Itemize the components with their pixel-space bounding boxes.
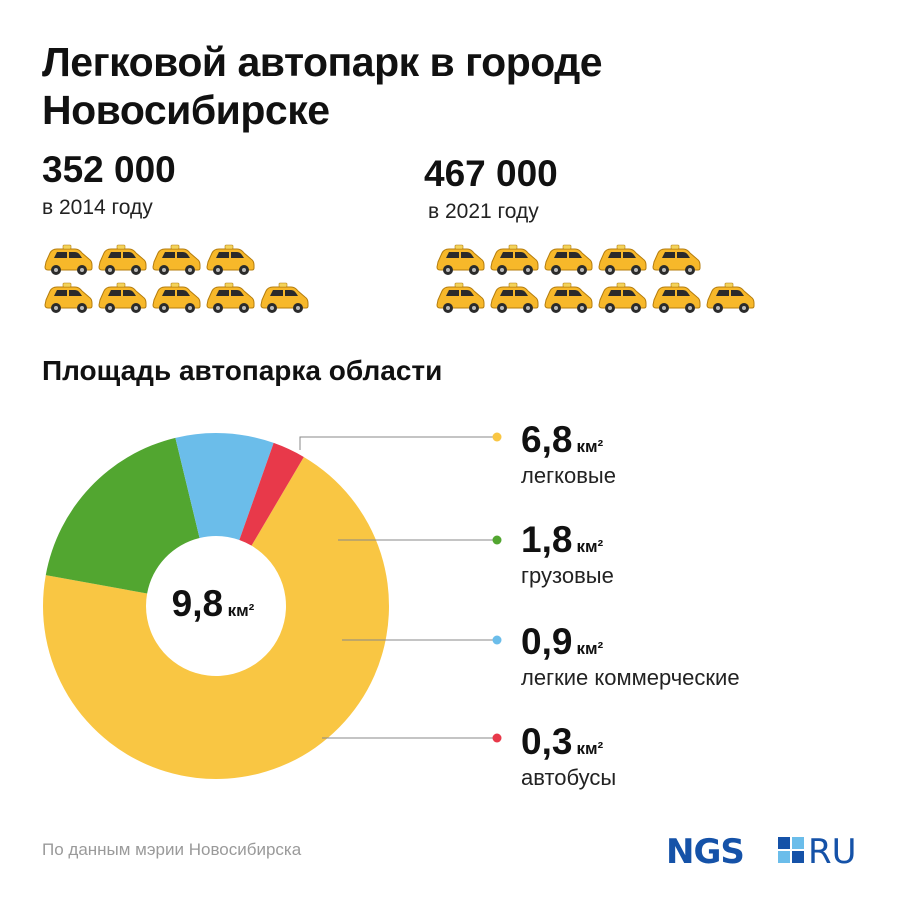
car-icon: [542, 240, 594, 276]
legend-value: 1,8: [521, 519, 573, 560]
car-icon: [42, 278, 94, 314]
car-icon: [96, 240, 148, 276]
car-icon: [204, 240, 256, 276]
cars-2021: [434, 240, 755, 320]
donut-center-unit: км²: [227, 601, 255, 620]
legend-unit: км²: [576, 437, 604, 456]
legend-item: 0,3 км² автобусы: [521, 722, 881, 792]
car-icon: [650, 240, 702, 276]
stat-2021-value: 467 000: [424, 153, 558, 194]
stat-2021-caption: в 2021 году: [428, 200, 539, 223]
car-icon: [650, 278, 702, 314]
legend-connector: [299, 436, 497, 450]
donut-chart: [43, 432, 502, 780]
car-icon: [596, 278, 648, 314]
ngs-logo: NGS RU: [666, 832, 866, 872]
legend-label: легкие коммерческие: [521, 665, 740, 690]
donut-center-value: 9,8: [171, 583, 224, 624]
legend-value: 0,9: [521, 621, 573, 662]
car-icon: [204, 278, 256, 314]
legend-dot: [492, 635, 502, 645]
legend-value: 6,8: [521, 419, 573, 460]
donut-center-label: 9,8 км²: [148, 583, 278, 625]
car-icon: [434, 240, 486, 276]
car-icon: [488, 278, 540, 314]
car-icon: [488, 240, 540, 276]
donut-slice: [239, 442, 304, 546]
legend-item: 0,9 км² легкие коммерческие: [521, 622, 881, 692]
logo-ngs-text: NGS: [666, 832, 745, 872]
stat-2014-caption: в 2014 году: [42, 196, 153, 219]
car-icon: [258, 278, 310, 314]
donut-slice: [45, 437, 200, 594]
legend-label: легковые: [521, 463, 616, 488]
legend-item: 1,8 км² грузовые: [521, 520, 881, 590]
page-title: Легковой автопарк в городе Новосибирске: [42, 39, 603, 133]
legend-unit: км²: [576, 739, 604, 758]
legend-dot: [492, 535, 502, 545]
car-icon: [150, 278, 202, 314]
car-icon: [96, 278, 148, 314]
legend-label: автобусы: [521, 765, 617, 790]
car-icon: [434, 278, 486, 314]
donut-slice: [43, 456, 389, 780]
car-icon: [150, 240, 202, 276]
cars-2014: [42, 240, 342, 320]
legend-unit: км²: [576, 639, 604, 658]
legend-dot: [492, 432, 502, 442]
car-icon: [42, 240, 94, 276]
legend-value: 0,3: [521, 721, 573, 762]
donut-slice: [175, 433, 274, 541]
car-icon: [704, 278, 756, 314]
car-icon: [542, 278, 594, 314]
car-icon: [596, 240, 648, 276]
legend-dot: [492, 733, 502, 743]
section-title: Площадь автопарка области: [42, 355, 443, 386]
logo-square-icon: [778, 837, 804, 863]
legend-unit: км²: [576, 537, 604, 556]
legend-item: 6,8 км² легковые: [521, 420, 881, 490]
legend-label: грузовые: [521, 563, 614, 588]
source-note: По данным мэрии Новосибирска: [42, 840, 302, 859]
logo-ru-text: RU: [808, 832, 857, 872]
stat-2014-value: 352 000: [42, 149, 176, 190]
